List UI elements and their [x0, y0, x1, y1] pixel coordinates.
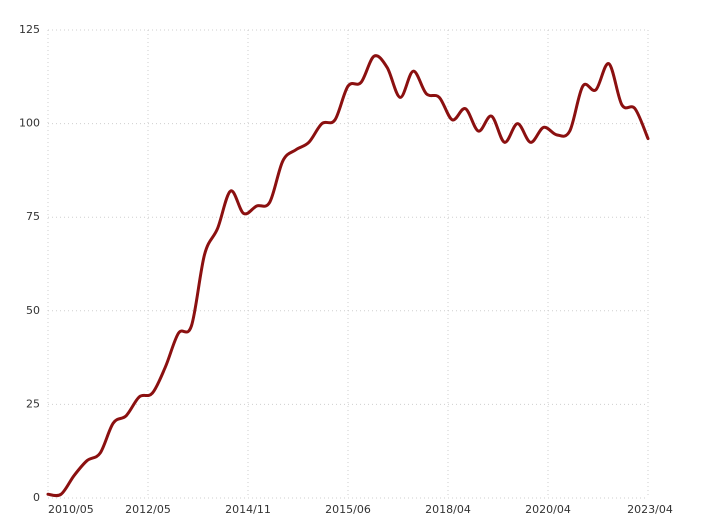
data-point — [307, 141, 310, 144]
data-point — [451, 118, 454, 121]
data-point — [164, 365, 167, 368]
data-point — [216, 227, 219, 230]
x-tick-label: 2012/05 — [125, 503, 171, 516]
data-point — [86, 459, 89, 462]
y-axis-ticks: 0 25 50 75 100 125 — [19, 23, 40, 504]
data-point — [438, 96, 441, 99]
data-point — [255, 204, 258, 207]
data-point — [242, 212, 245, 215]
data-point — [568, 130, 571, 133]
data-point — [99, 452, 102, 455]
data-point — [503, 141, 506, 144]
x-tick-label: 2015/06 — [325, 503, 371, 516]
data-point — [386, 66, 389, 69]
data-point — [412, 70, 415, 73]
y-tick-label: 0 — [33, 491, 40, 504]
x-tick-label: 2014/11 — [225, 503, 271, 516]
data-point — [399, 96, 402, 99]
data-point — [268, 201, 271, 204]
grid-lines — [47, 29, 649, 499]
data-point — [542, 126, 545, 129]
x-tick-label: 2020/04 — [525, 503, 571, 516]
data-point — [620, 103, 623, 106]
data-point — [360, 81, 363, 84]
data-point — [529, 141, 532, 144]
data-point — [555, 133, 558, 136]
data-point — [73, 474, 76, 477]
data-point — [477, 130, 480, 133]
data-point — [138, 395, 141, 398]
x-axis-ticks: 2010/05 2012/05 2014/11 2015/06 2018/04 2020/… — [48, 503, 673, 516]
data-point — [373, 55, 376, 58]
data-point — [333, 118, 336, 121]
y-tick-label: 50 — [26, 304, 40, 317]
series-layer — [46, 54, 650, 498]
data-point — [203, 253, 206, 256]
series-line — [46, 54, 650, 498]
data-point — [647, 137, 650, 140]
data-point — [125, 414, 128, 417]
data-point — [112, 422, 115, 425]
y-tick-label: 125 — [19, 23, 40, 36]
data-point — [594, 88, 597, 91]
y-tick-label: 75 — [26, 210, 40, 223]
data-point — [294, 148, 297, 151]
data-point — [581, 85, 584, 88]
data-point — [229, 189, 232, 192]
y-tick-label: 25 — [26, 397, 40, 410]
data-point — [190, 324, 193, 327]
data-point — [320, 122, 323, 125]
data-point — [490, 115, 493, 118]
x-tick-label: 2018/04 — [425, 503, 471, 516]
data-point — [425, 92, 428, 95]
y-tick-label: 100 — [19, 117, 40, 130]
x-tick-label: 2010/05 — [48, 503, 94, 516]
data-point — [464, 107, 467, 110]
data-point — [47, 493, 50, 496]
data-point — [60, 493, 63, 496]
data-point — [177, 332, 180, 335]
data-point — [607, 62, 610, 65]
data-point — [516, 122, 519, 125]
data-point — [151, 392, 154, 395]
data-point — [281, 160, 284, 163]
data-point — [633, 107, 636, 110]
x-tick-label: 2023/04 — [627, 503, 673, 516]
data-point — [347, 85, 350, 88]
